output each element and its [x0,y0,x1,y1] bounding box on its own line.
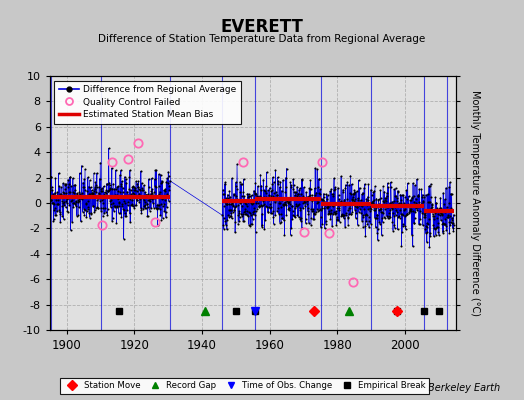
Text: Berkeley Earth: Berkeley Earth [428,383,500,393]
Legend: Station Move, Record Gap, Time of Obs. Change, Empirical Break: Station Move, Record Gap, Time of Obs. C… [60,378,429,394]
Text: EVERETT: EVERETT [221,18,303,36]
Legend: Difference from Regional Average, Quality Control Failed, Estimated Station Mean: Difference from Regional Average, Qualit… [54,80,241,124]
Text: Difference of Station Temperature Data from Regional Average: Difference of Station Temperature Data f… [99,34,425,44]
Y-axis label: Monthly Temperature Anomaly Difference (°C): Monthly Temperature Anomaly Difference (… [471,90,481,316]
